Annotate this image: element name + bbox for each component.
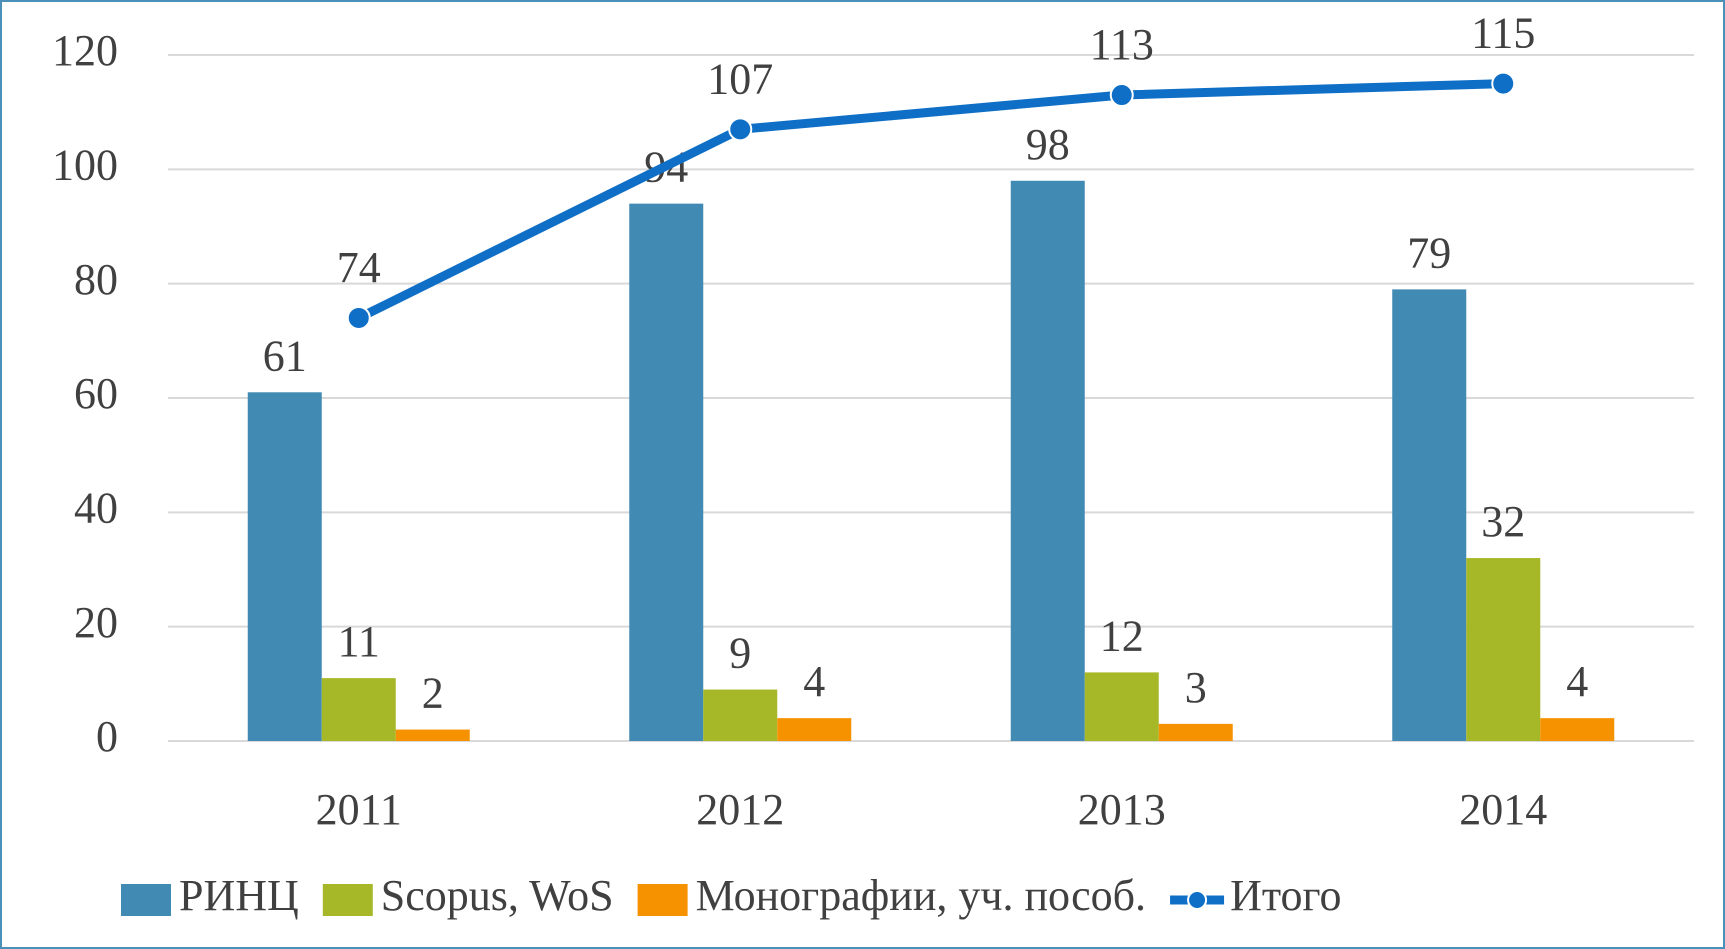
bar: [395, 729, 470, 741]
data-label: 11: [338, 617, 380, 666]
line-marker: [1491, 71, 1516, 96]
bar: [247, 392, 322, 741]
legend-label: Scopus, WoS: [381, 871, 614, 920]
bar: [777, 718, 852, 741]
data-label: 98: [1026, 120, 1070, 169]
y-tick-label: 120: [52, 26, 118, 75]
x-tick-label: 2014: [1459, 785, 1547, 834]
y-tick-label: 60: [74, 369, 118, 418]
bar: [1540, 718, 1615, 741]
legend-swatch: [322, 884, 373, 916]
x-tick-label: 2013: [1078, 785, 1166, 834]
data-label: 12: [1100, 611, 1144, 660]
data-label: 79: [1407, 228, 1451, 277]
data-label: 4: [1566, 657, 1588, 706]
line-marker: [1109, 83, 1134, 108]
y-tick-label: 40: [74, 483, 118, 532]
legend-marker: [1187, 890, 1208, 910]
data-label: 115: [1471, 9, 1535, 58]
y-tick-label: 0: [96, 712, 118, 761]
legend-label: Итого: [1230, 871, 1341, 920]
data-label: 32: [1481, 497, 1525, 546]
y-tick-label: 80: [74, 255, 118, 304]
data-label: 2: [422, 669, 444, 718]
line-marker: [346, 305, 371, 330]
data-label: 107: [707, 54, 773, 103]
bar: [629, 203, 704, 742]
bar: [703, 689, 778, 741]
line: [356, 79, 1504, 323]
data-label: 74: [337, 243, 381, 292]
data-label: 61: [263, 331, 307, 380]
legend-swatch: [121, 884, 171, 916]
bar: [1158, 723, 1233, 741]
y-tick-label: 100: [52, 140, 118, 189]
x-tick-label: 2012: [696, 785, 784, 834]
data-label: 9: [729, 629, 751, 678]
bar: [1084, 672, 1159, 741]
x-tick-label: 2011: [316, 785, 402, 834]
legend-label: РИНЦ: [179, 871, 299, 920]
bar: [1392, 289, 1467, 741]
bar: [1466, 558, 1541, 741]
bar: [1010, 180, 1085, 741]
y-tick-label: 20: [74, 598, 118, 647]
legend-swatch: [637, 884, 688, 916]
legend-label: Монографии, уч. пособ.: [696, 871, 1146, 920]
data-label: 113: [1090, 20, 1154, 69]
bar: [321, 678, 396, 741]
line-marker: [728, 117, 753, 142]
data-label: 3: [1185, 663, 1207, 712]
data-label: 4: [803, 657, 825, 706]
